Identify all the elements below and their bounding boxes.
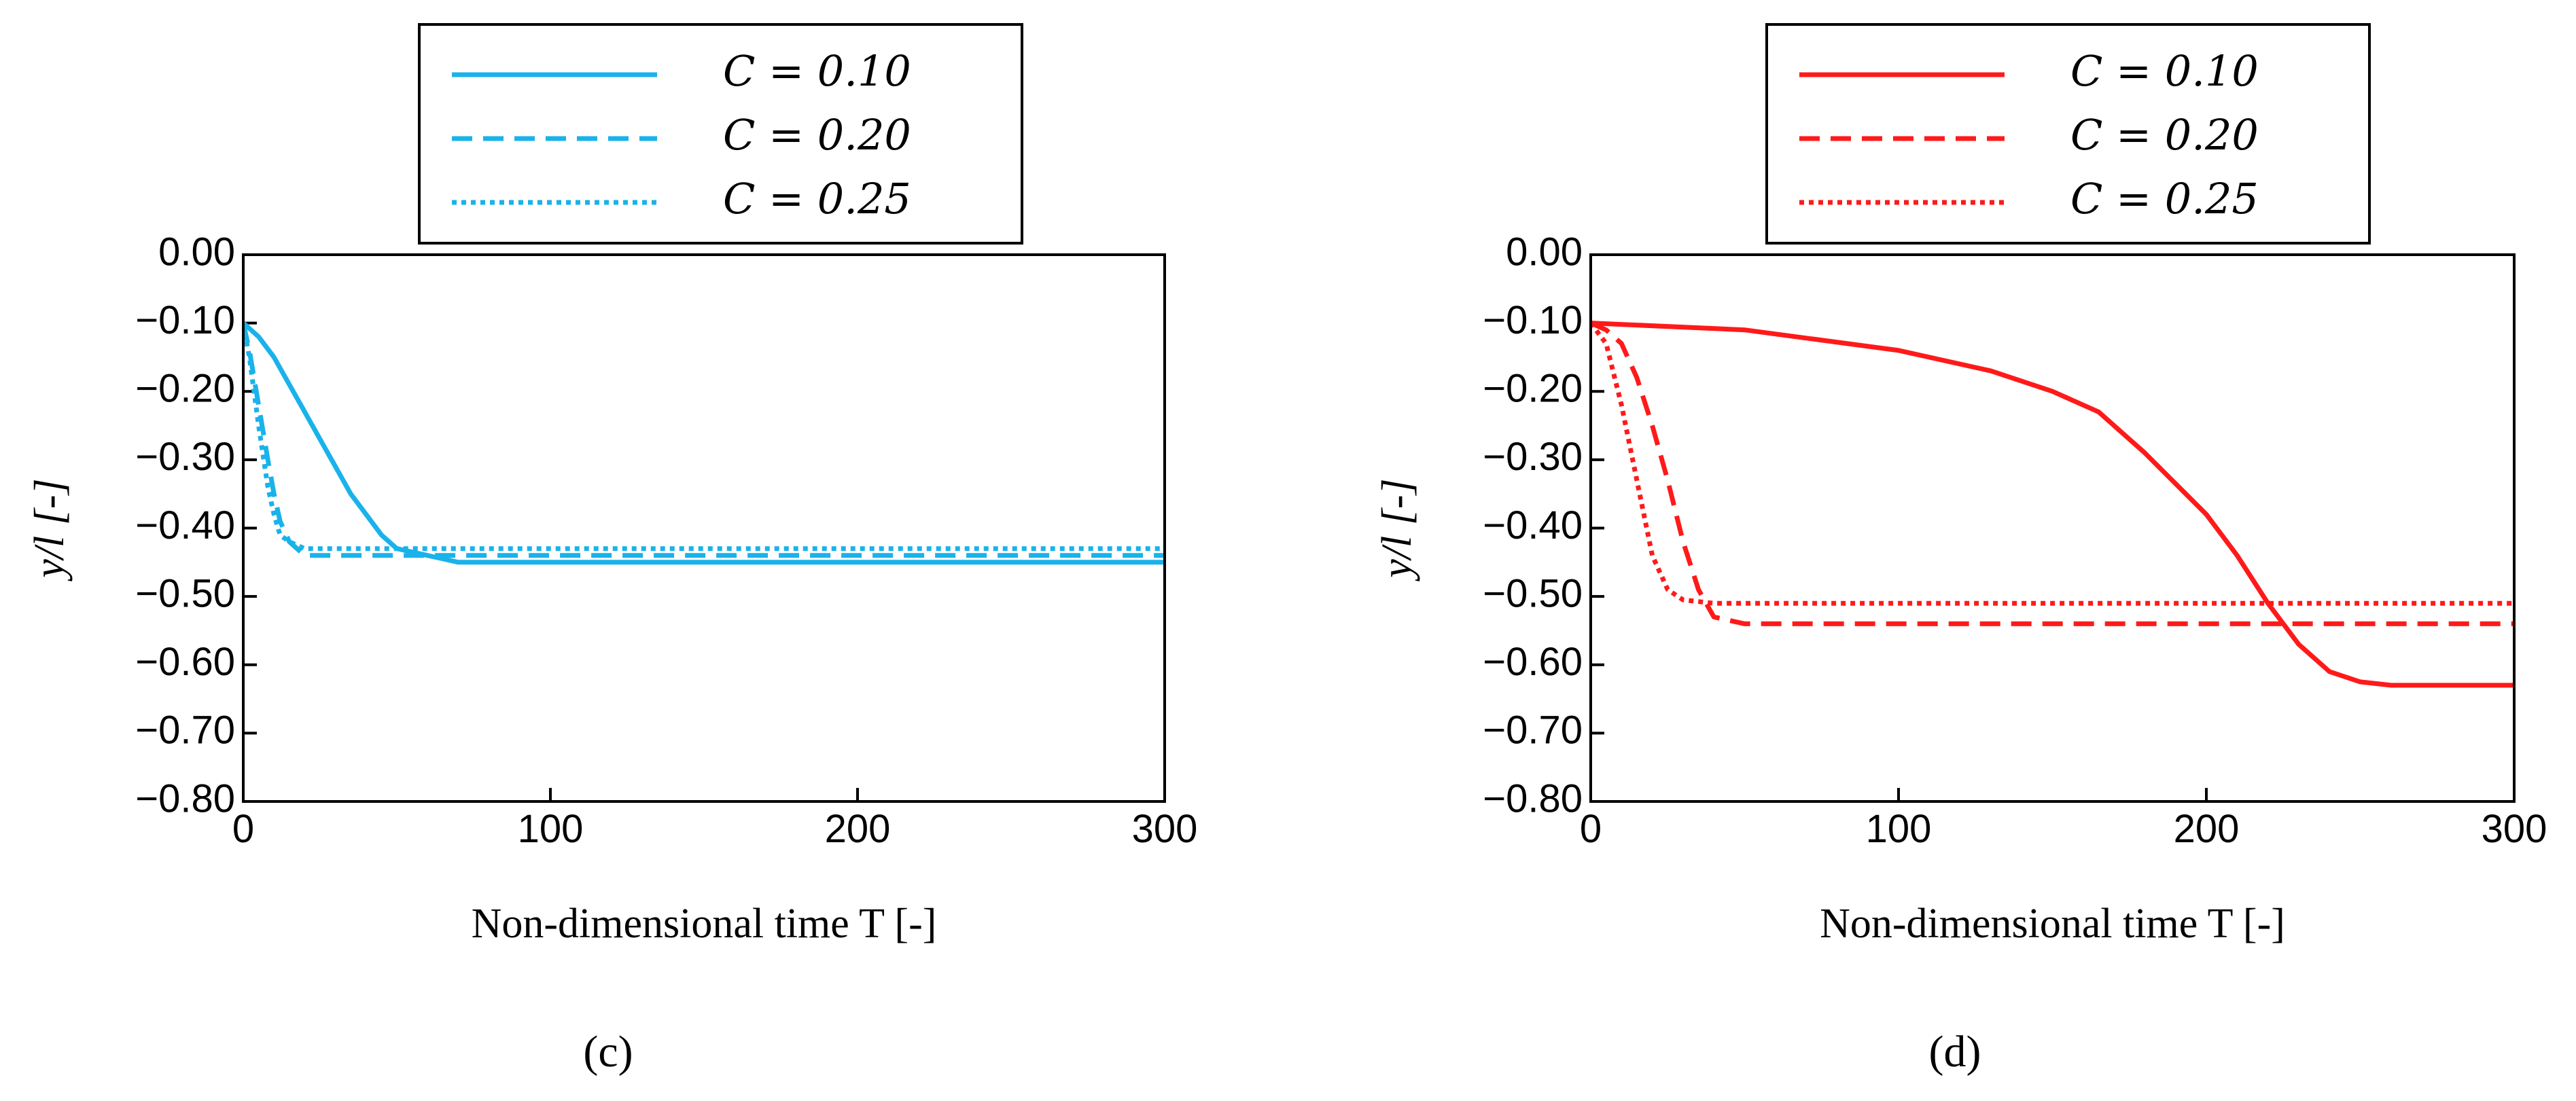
legend-label: C = 0.10 xyxy=(2070,46,2259,96)
y-tick-label: 0.00 xyxy=(1506,230,1583,274)
legend-label: C = 0.25 xyxy=(2070,174,2259,223)
x-tick-label: 300 xyxy=(1132,807,1198,851)
series-line xyxy=(1591,321,2514,688)
series-line xyxy=(243,321,1165,565)
y-tick-label: −0.10 xyxy=(1483,298,1583,342)
legend-label: C = 0.20 xyxy=(723,110,911,160)
y-tick-label: −0.80 xyxy=(1483,776,1583,820)
y-tick-label: −0.30 xyxy=(135,435,235,479)
y-tick-label: −0.60 xyxy=(135,640,235,684)
y-tick-label: −0.40 xyxy=(1483,503,1583,547)
series-line xyxy=(1591,321,2514,606)
y-tick-label: −0.30 xyxy=(1483,435,1583,479)
y-tick-label: −0.80 xyxy=(135,776,235,820)
x-tick-label: 0 xyxy=(232,807,254,851)
y-tick-label: 0.00 xyxy=(158,230,235,274)
legend-label: C = 0.20 xyxy=(2070,110,2259,160)
caption: (c) xyxy=(583,1027,633,1077)
legend-label: C = 0.25 xyxy=(723,174,911,223)
series-line xyxy=(243,322,1165,558)
caption: (d) xyxy=(1929,1027,1981,1077)
legend-box xyxy=(1765,23,2371,245)
x-tick-label: 100 xyxy=(518,807,584,851)
plot-frame xyxy=(1589,253,2516,803)
legend-box xyxy=(418,23,1023,245)
x-tick-label: 0 xyxy=(1580,807,1602,851)
series-line xyxy=(243,322,1165,552)
legend-label: C = 0.10 xyxy=(723,46,911,96)
y-axis-label: y/l [-] xyxy=(1374,478,1420,581)
series-line xyxy=(1591,321,2514,626)
y-axis-label: y/l [-] xyxy=(27,478,73,581)
x-axis-label: Non-dimensional time T [-] xyxy=(472,901,937,947)
plot-frame xyxy=(242,253,1166,803)
y-tick-label: −0.50 xyxy=(135,571,235,615)
y-tick-label: −0.20 xyxy=(1483,367,1583,411)
y-tick-label: −0.70 xyxy=(1483,708,1583,753)
y-tick-label: −0.70 xyxy=(135,708,235,753)
x-tick-label: 200 xyxy=(2174,807,2240,851)
x-tick-label: 100 xyxy=(1866,807,1932,851)
x-axis-label: Non-dimensional time T [-] xyxy=(1820,901,2285,947)
x-tick-label: 300 xyxy=(2482,807,2547,851)
y-tick-label: −0.20 xyxy=(135,367,235,411)
y-tick-label: −0.50 xyxy=(1483,571,1583,615)
y-tick-label: −0.40 xyxy=(135,503,235,547)
x-tick-label: 200 xyxy=(825,807,891,851)
y-tick-label: −0.10 xyxy=(135,298,235,342)
y-tick-label: −0.60 xyxy=(1483,640,1583,684)
